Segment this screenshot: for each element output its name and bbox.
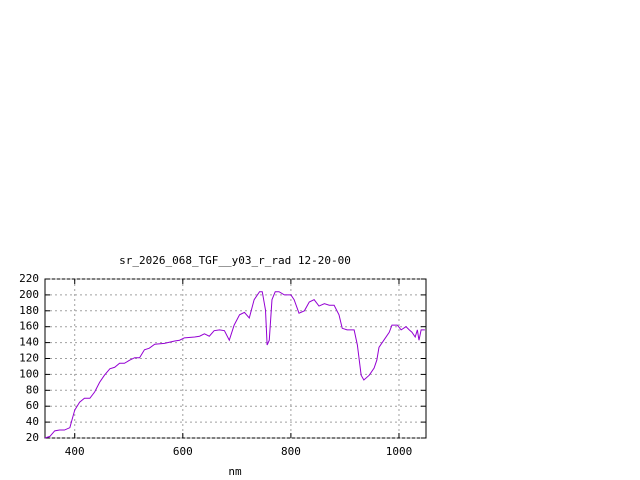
x-tick-label: 600 <box>173 445 193 458</box>
chart-title: sr_2026_068_TGF__y03_r_rad 12-20-00 <box>119 254 351 267</box>
data-line <box>44 291 425 439</box>
x-tick-label: 1000 <box>386 445 413 458</box>
y-tick-label: 60 <box>26 399 39 412</box>
x-axis-label: nm <box>228 465 242 478</box>
y-tick-label: 100 <box>19 367 39 380</box>
y-tick-label: 140 <box>19 336 39 349</box>
y-tick-label: 120 <box>19 352 39 365</box>
x-tick-label: 800 <box>281 445 301 458</box>
y-tick-label: 80 <box>26 383 39 396</box>
y-tick-label: 20 <box>26 431 39 444</box>
y-tick-label: 180 <box>19 304 39 317</box>
y-tick-label: 200 <box>19 288 39 301</box>
y-tick-label: 160 <box>19 320 39 333</box>
y-tick-label: 220 <box>19 272 39 285</box>
x-tick-label: 400 <box>65 445 85 458</box>
y-tick-label: 40 <box>26 415 39 428</box>
